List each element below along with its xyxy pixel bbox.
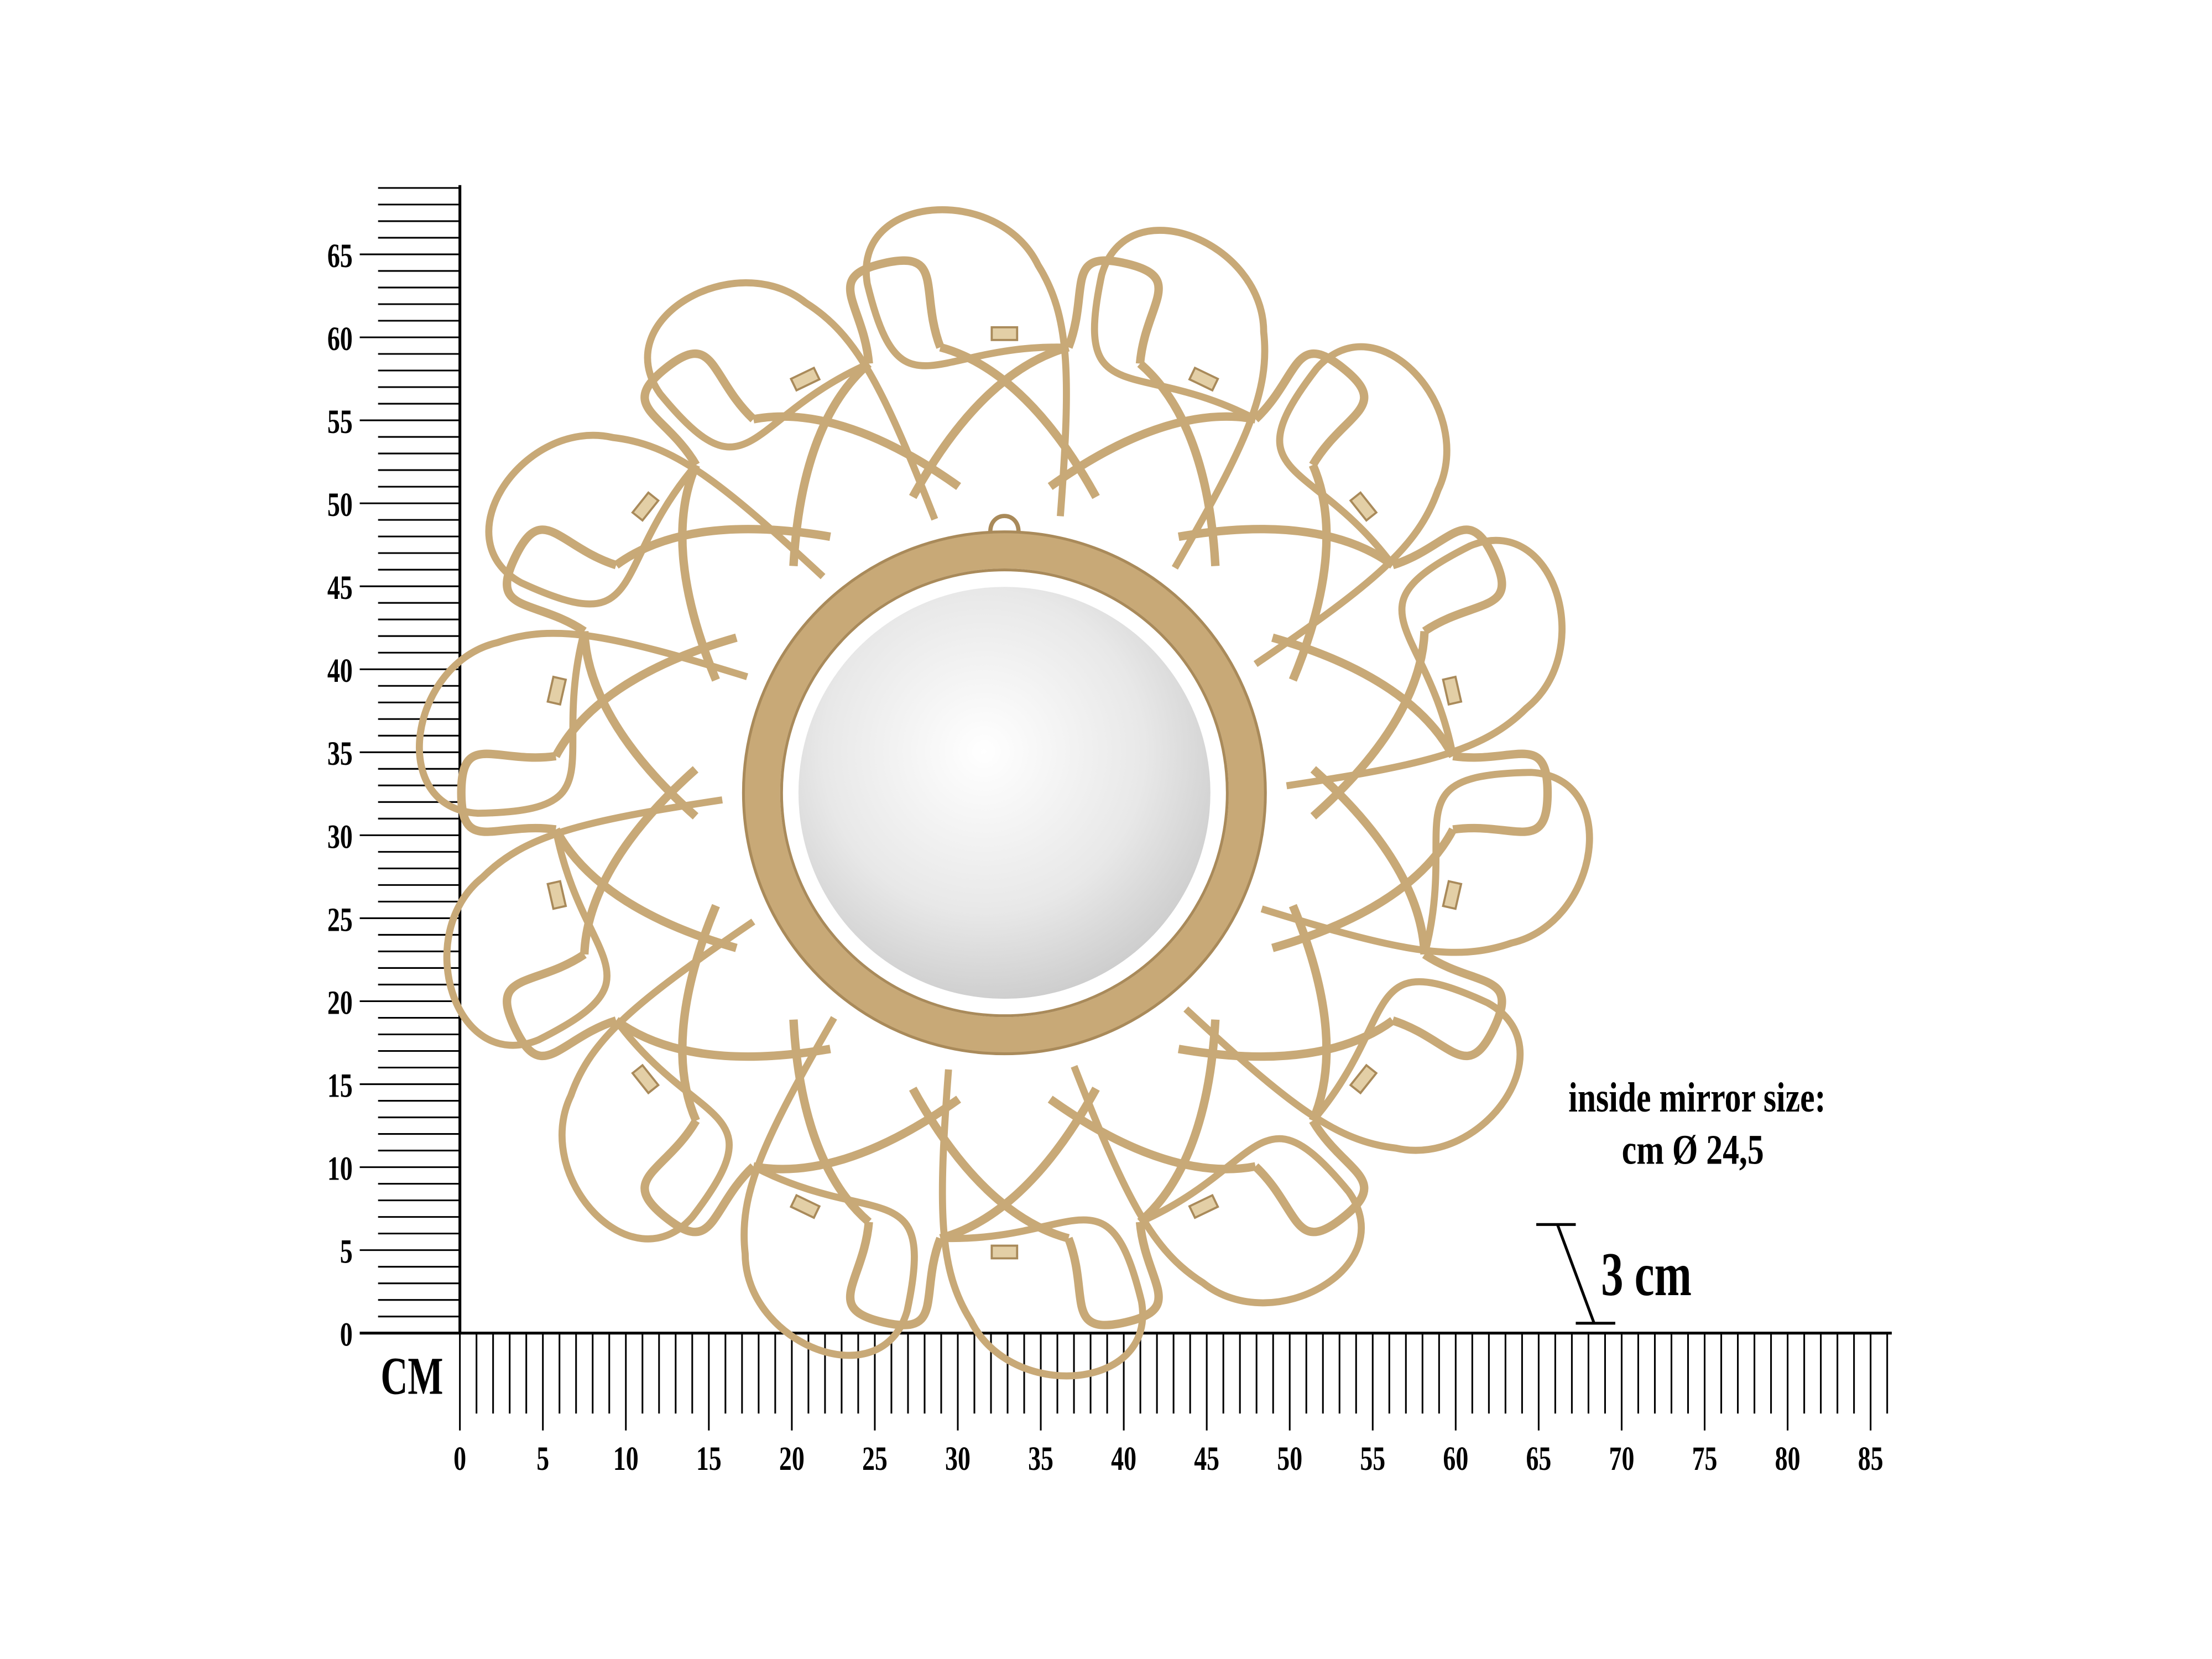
vertical-tick-label: 40 [327,652,353,690]
horizontal-tick-label: 80 [1775,1440,1801,1478]
binding [546,880,567,910]
binding [1349,491,1378,522]
horizontal-tick-label: 75 [1692,1440,1718,1478]
vertical-ruler: 0 5 10 15 20 25 30 35 40 45 50 55 60 65 [327,185,462,1353]
inside-mirror-size-label: inside mirror size: [1568,1074,1825,1121]
vertical-tick-label: 50 [327,486,353,524]
binding [1188,1193,1219,1219]
depth-dimension: 3 cm [1536,1223,1692,1325]
horizontal-tick-label: 65 [1526,1440,1551,1478]
horizontal-tick-label: 70 [1609,1440,1635,1478]
petal [443,633,738,1049]
horizontal-tick-label: 35 [1028,1440,1053,1478]
depth-label: 3 cm [1601,1240,1692,1309]
horizontal-tick-label: 25 [862,1440,888,1478]
binding [990,1244,1019,1260]
petal [485,349,961,682]
binding [546,675,567,706]
horizontal-tick-label: 55 [1360,1440,1385,1478]
vertical-tick-label: 10 [327,1150,353,1187]
mirror-glass [798,587,1211,999]
binding [789,366,821,392]
horizontal-tick-label: 60 [1443,1440,1468,1478]
vertical-tick-label: 25 [327,901,353,938]
petal [1047,227,1378,682]
binding [1442,675,1463,706]
petal [503,766,831,1243]
binding [631,1063,660,1095]
inside-mirror-diameter: cm Ø 24,5 [1622,1126,1764,1173]
horizontal-tick-label: 50 [1277,1440,1302,1478]
horizontal-tick-label: 85 [1858,1440,1884,1478]
horizontal-tick-label: 20 [779,1440,805,1478]
size-annotation: inside mirror size: cm Ø 24,5 [1568,1074,1825,1173]
horizontal-tick-label: 5 [536,1440,549,1478]
horizontal-tick-label: 40 [1111,1440,1136,1478]
horizontal-tick-label: 10 [613,1440,639,1478]
petal [1177,343,1506,820]
vertical-tick-label: 0 [340,1316,353,1353]
vertical-tick-label: 55 [327,403,353,441]
horizontal-tick-label: 45 [1194,1440,1219,1478]
petal [1047,904,1524,1237]
petal [1177,766,1593,1095]
binding [789,1193,821,1219]
horizontal-tick-label: 15 [696,1440,722,1478]
petal [909,1019,1365,1329]
petal [644,256,1100,566]
binding [1188,366,1219,392]
mirror-frame [743,531,1266,1054]
vertical-tick-label: 5 [340,1233,353,1270]
petal [789,1019,1146,1380]
vertical-tick-label: 45 [327,569,353,607]
rattan-mirror-image [415,206,1593,1380]
horizontal-tick-label: 0 [453,1440,466,1478]
horizontal-ruler: 0 5 10 15 20 25 30 35 40 45 50 55 60 65 70 75 80 85 [359,1332,1892,1478]
horizontal-tick-label: 30 [945,1440,971,1478]
petals [415,206,1593,1380]
vertical-tick-label: 15 [327,1067,353,1104]
vertical-tick-label: 65 [327,237,353,275]
vertical-tick-label: 30 [327,818,353,855]
hanging-hook [988,514,1021,533]
binding [631,491,660,522]
binding [1349,1063,1378,1095]
petal [631,904,961,1359]
unit-label: CM [380,1347,443,1406]
vertical-tick-label: 20 [327,984,353,1021]
petal [1271,536,1566,952]
vertical-tick-label: 60 [327,320,353,358]
binding [1442,880,1463,910]
petal [863,206,1220,566]
binding [990,326,1019,341]
petal [415,491,831,820]
vertical-tick-label: 35 [327,735,353,773]
